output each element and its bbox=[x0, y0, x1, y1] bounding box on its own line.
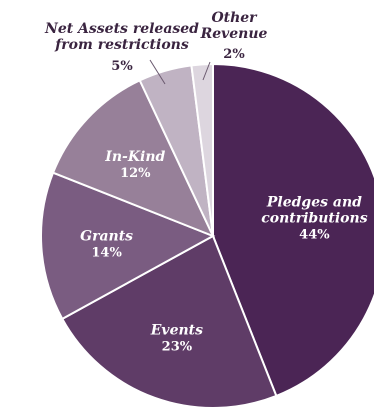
slice-pct-pledges-and-contributions: 44% bbox=[299, 228, 330, 243]
slice-name-net-assets-released-from-restrictions-line-2: from restrictions bbox=[54, 37, 189, 53]
slice-name-events-line-1: Events bbox=[150, 322, 203, 338]
slice-name-grants-line-1: Grants bbox=[80, 229, 133, 245]
slice-pct-events: 23% bbox=[162, 339, 193, 354]
slice-pct-in-kind: 12% bbox=[120, 166, 151, 181]
slice-name-other-revenue-line-2: Revenue bbox=[200, 26, 268, 42]
slice-name-net-assets-released-from-restrictions-line-1: Net Assets released bbox=[44, 21, 199, 37]
pie-slice-grants bbox=[40, 171, 216, 321]
pie-slice-other-revenue bbox=[190, 62, 214, 237]
slice-name-pledges-and-contributions-line-1: Pledges and bbox=[266, 195, 362, 211]
slice-pct-grants: 14% bbox=[91, 246, 122, 261]
pie-slice-in-kind bbox=[51, 79, 215, 238]
slice-name-other-revenue-line-1: Other bbox=[211, 10, 258, 26]
slice-pct-net-assets-released-from-restrictions: 5% bbox=[111, 59, 133, 74]
pie-slice-events bbox=[60, 234, 278, 409]
pie-slice-pledges-and-contributions bbox=[212, 62, 374, 398]
slice-pct-other-revenue: 2% bbox=[223, 47, 245, 62]
leader-line-other-revenue bbox=[202, 61, 211, 81]
slice-name-in-kind-line-1: In-Kind bbox=[104, 149, 165, 165]
leader-line-net-assets-released-from-restrictions bbox=[149, 59, 166, 85]
slice-name-pledges-and-contributions-line-2: contributions bbox=[261, 211, 367, 227]
